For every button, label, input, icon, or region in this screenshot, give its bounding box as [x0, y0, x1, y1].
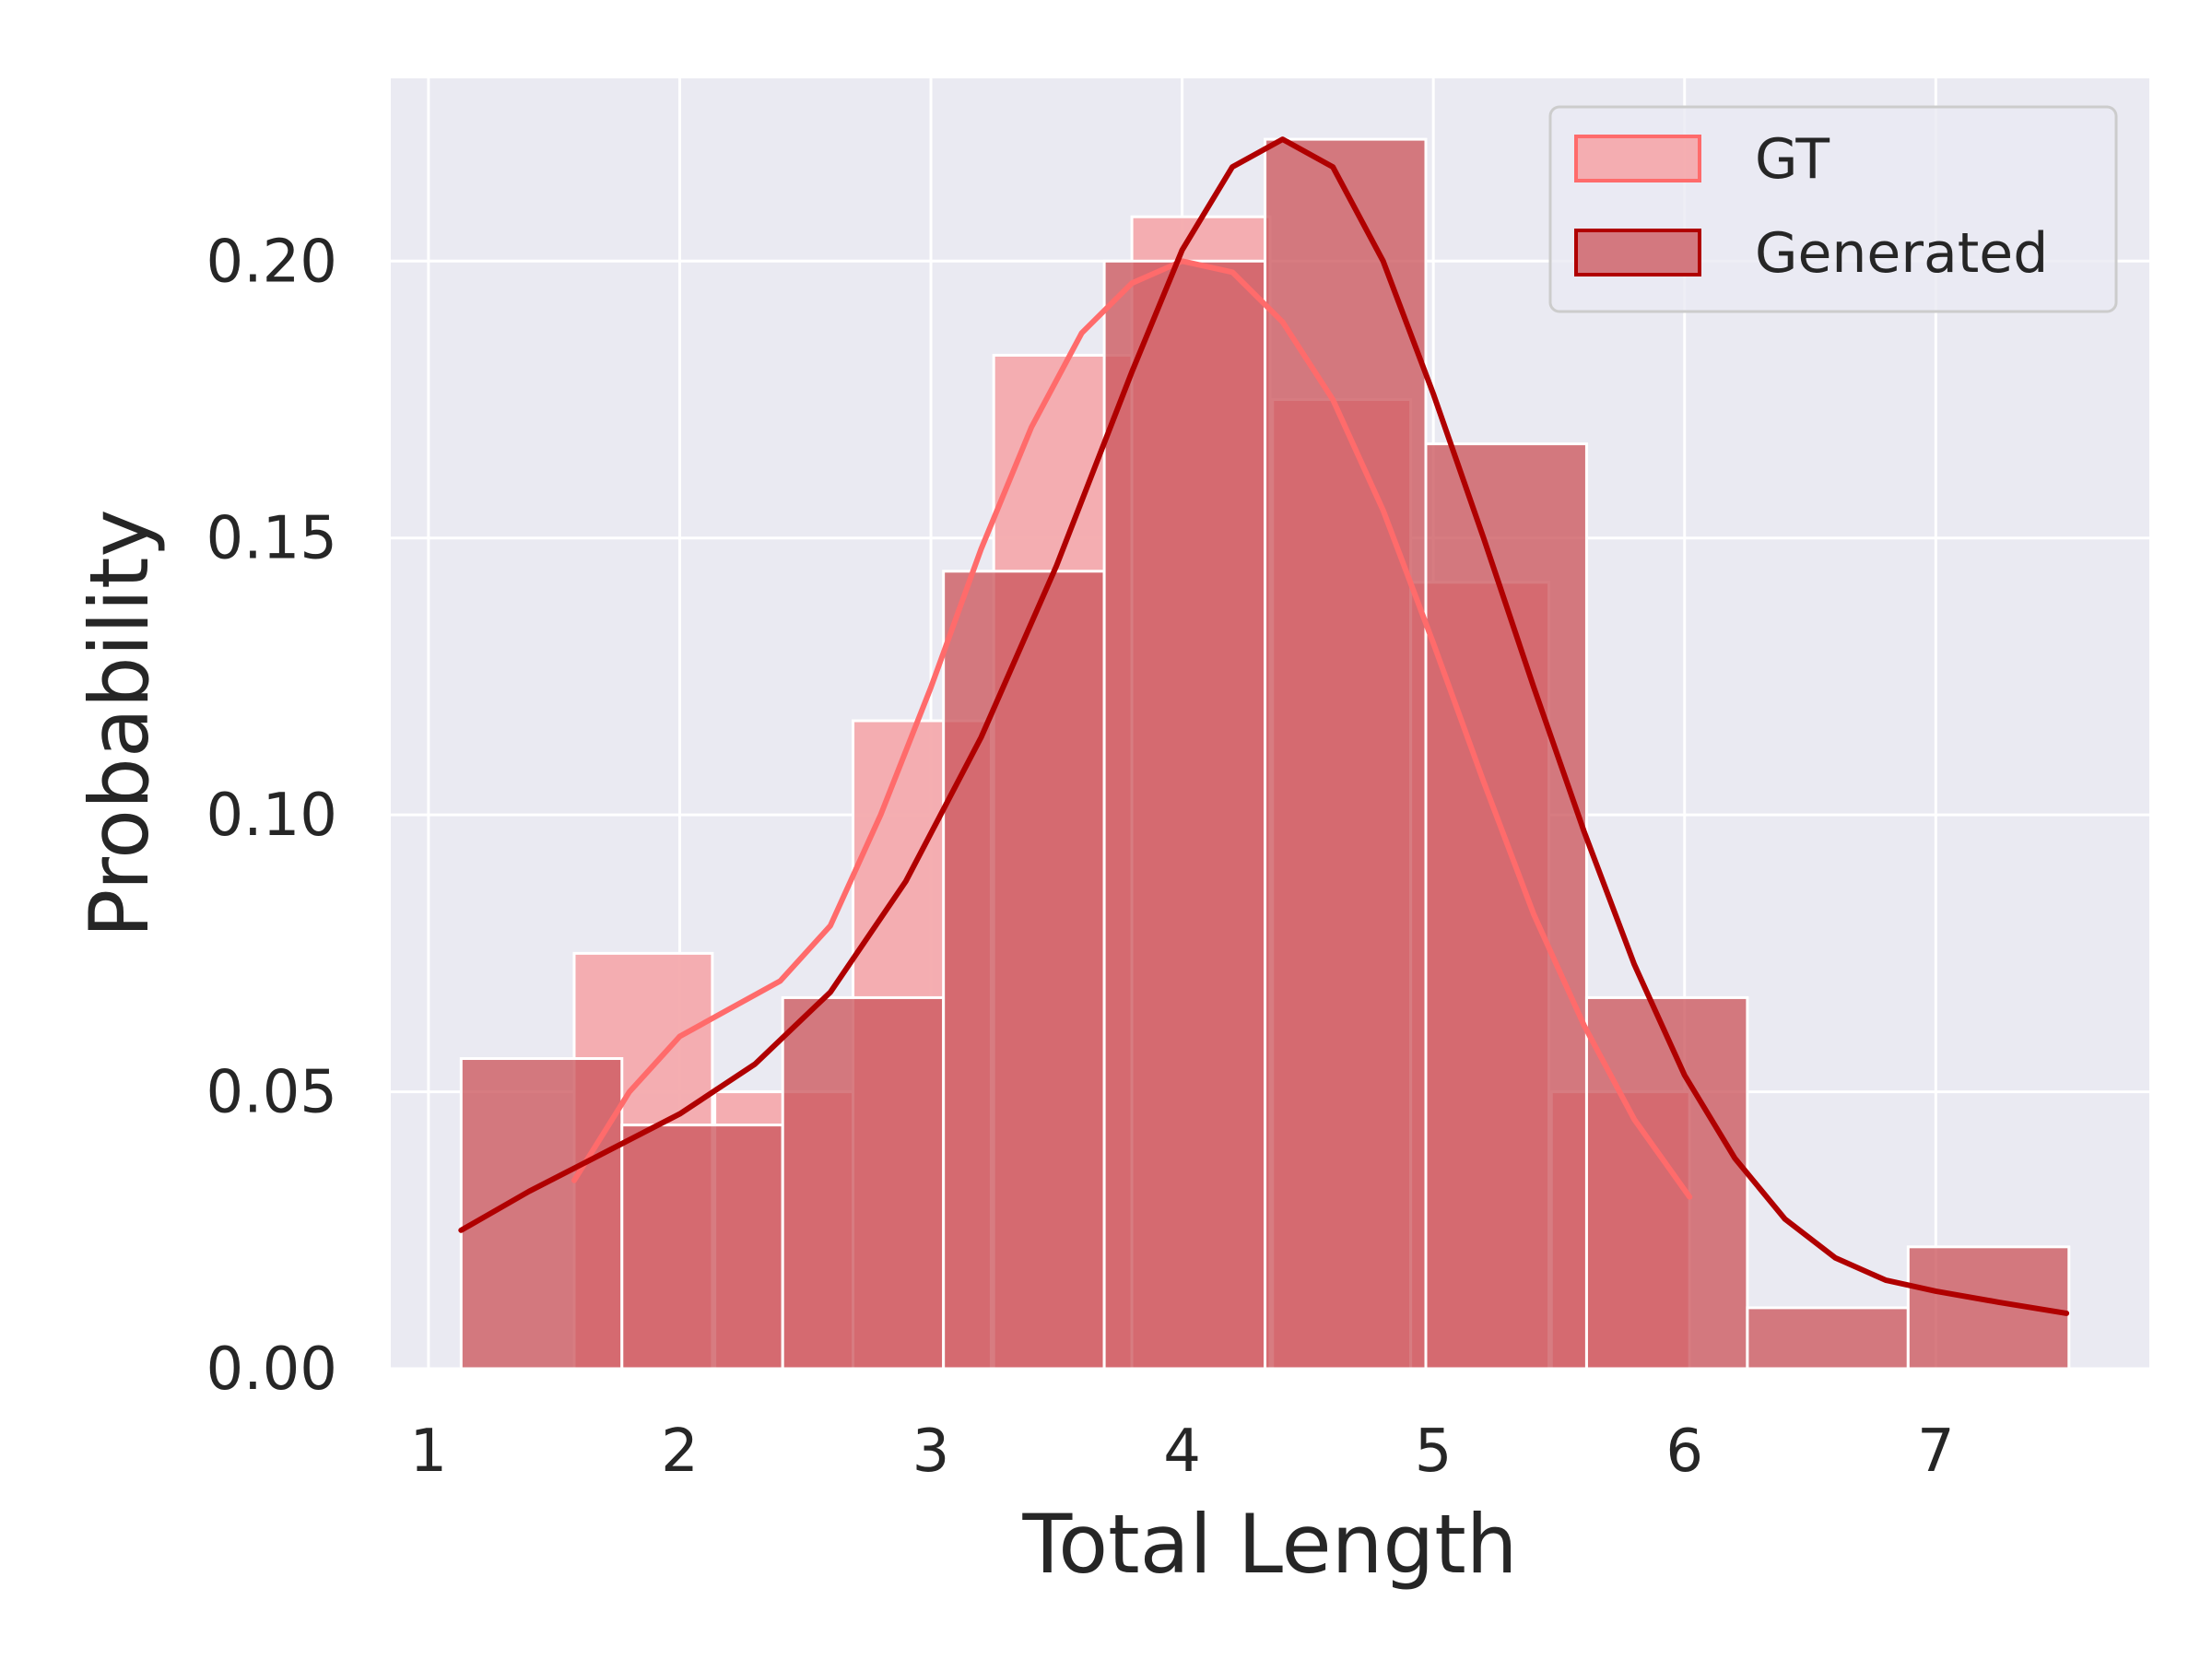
bar-generated-8: [1746, 1306, 1910, 1371]
y-tick-label-0: 0.00: [206, 1335, 338, 1404]
x-tick-label-4: 5: [1415, 1418, 1453, 1486]
bar-generated-6: [1424, 442, 1588, 1371]
x-tick-label-3: 4: [1163, 1418, 1201, 1486]
kde-line-generated: [458, 136, 2070, 1316]
legend-label-generated: Generated: [1755, 221, 2048, 286]
bar-generated-1: [620, 1124, 784, 1371]
bar-generated-3: [942, 570, 1106, 1371]
y-tick-label-4: 0.20: [206, 228, 338, 296]
bar-generated-7: [1584, 995, 1749, 1371]
x-tick-label-6: 7: [1917, 1418, 1955, 1486]
x-tick-label-2: 3: [912, 1418, 950, 1486]
kde-line-gt: [571, 258, 1693, 1200]
y-tick-label-2: 0.10: [206, 782, 338, 850]
bar-generated-4: [1102, 259, 1267, 1371]
y-tick-label-1: 0.05: [206, 1059, 338, 1127]
y-tick-label-3: 0.15: [206, 505, 338, 573]
y-tick-labels: 0.00 0.05 0.10 0.15 0.20: [206, 228, 338, 1404]
legend-swatch-gt: [1574, 135, 1701, 182]
bar-generated-2: [781, 995, 946, 1371]
y-axis-label: Probability: [72, 509, 167, 937]
x-tick-label-0: 1: [410, 1418, 448, 1486]
x-tick-label-5: 6: [1665, 1418, 1703, 1486]
kde-curves: [458, 136, 2070, 1316]
legend-label-gt: GT: [1755, 127, 1830, 192]
x-tick-label-1: 2: [661, 1418, 699, 1486]
x-axis-label: Total Length: [1021, 1497, 1517, 1592]
legend-swatch-generated: [1574, 229, 1701, 276]
legend: GT Generated: [1548, 105, 2118, 313]
x-tick-labels: 1 2 3 4 5 6 7: [410, 1418, 1955, 1486]
bar-generated-5: [1264, 137, 1428, 1371]
